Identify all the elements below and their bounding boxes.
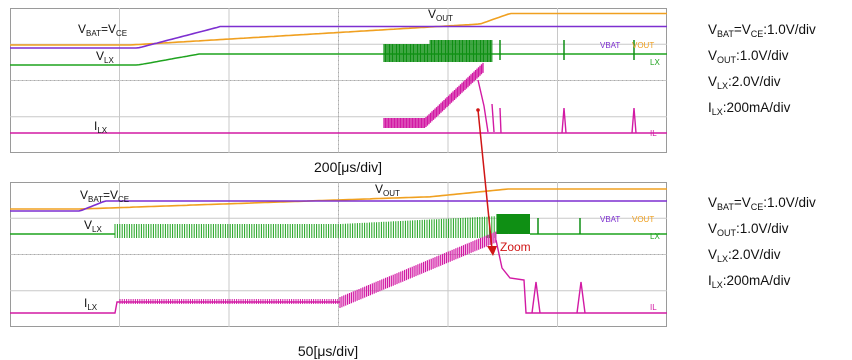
bottom-trace-vout	[10, 188, 667, 210]
bottom-channel-tag: IL	[650, 303, 657, 312]
bottom-label-vbat: VBAT=VCE	[80, 188, 129, 204]
timebase-top: 200[μs/div]	[314, 159, 382, 175]
top-trace-vout	[10, 12, 667, 46]
scale-vbat-top: VBAT=VCE:1.0V/div	[708, 22, 816, 39]
scope-top-plot: VBAT=VCE VOUT VLX ILX VBAT VOUT LX IL	[10, 7, 667, 153]
top-ilx-spike	[561, 107, 567, 134]
bottom-trace-vbat	[10, 200, 667, 212]
top-channel-tag: LX	[650, 58, 660, 67]
bottom-ilx-decay	[495, 239, 667, 314]
scale-vbat-bottom: VBAT=VCE:1.0V/div	[708, 195, 816, 212]
scale-vlx-top: VLX:2.0V/div	[708, 74, 781, 91]
bottom-label-vout: VOUT	[375, 182, 400, 198]
top-trace-vlx	[10, 53, 667, 66]
top-label-vlx: VLX	[96, 49, 114, 65]
scale-vout-top: VOUT:1.0V/div	[708, 48, 789, 65]
top-channel-tag: VOUT	[632, 41, 654, 50]
top-ilx-decay	[477, 79, 502, 134]
bottom-channel-tag: VOUT	[632, 215, 654, 224]
oscilloscope-top: VBAT=VCE VOUT VLX ILX VBAT VOUT LX IL	[10, 7, 667, 153]
bottom-trace-ilx-ripple	[119, 299, 341, 304]
scale-vout-bottom: VOUT:1.0V/div	[708, 221, 789, 238]
top-label-vout: VOUT	[428, 7, 453, 23]
top-channel-tag: VBAT	[600, 41, 620, 50]
top-channel-tag: IL	[650, 129, 657, 138]
timebase-bottom: 50[μs/div]	[297, 343, 359, 359]
bottom-label-ilx: ILX	[84, 296, 98, 312]
bottom-channel-tag: LX	[650, 232, 660, 241]
bottom-trace-ilx-ramp	[339, 231, 497, 308]
bottom-channel-tag: VBAT	[600, 215, 620, 224]
scale-ilx-bottom: ILX:200mA/div	[708, 273, 791, 290]
top-trace-ilx-ramp	[383, 62, 484, 128]
bottom-ilx-spike	[531, 281, 541, 314]
bottom-label-vlx: VLX	[84, 218, 102, 234]
scale-vlx-bottom: VLX:2.0V/div	[708, 247, 781, 264]
top-label-vbat: VBAT=VCE	[78, 22, 127, 38]
scale-ilx-top: ILX:200mA/div	[708, 100, 791, 117]
bottom-trace-ilx	[10, 301, 340, 314]
bottom-ilx-spike	[576, 281, 586, 314]
scales-top: VBAT=VCE:1.0V/div VOUT:1.0V/div VLX:2.0V…	[708, 20, 852, 124]
oscilloscope-bottom: VBAT=VCE VOUT VLX ILX VBAT VOUT LX IL	[10, 182, 667, 327]
scales-bottom: VBAT=VCE:1.0V/div VOUT:1.0V/div VLX:2.0V…	[708, 193, 852, 297]
top-trace-vlx-burst	[383, 40, 493, 62]
top-trace-vbat	[10, 25, 667, 49]
bottom-trace-vlx-switching	[114, 216, 495, 238]
bottom-trace-vlx-burst	[496, 214, 530, 234]
zoom-label: Zoom	[500, 240, 531, 254]
top-label-ilx: ILX	[94, 119, 108, 135]
top-ilx-spike	[631, 107, 637, 134]
scope-bottom-plot: VBAT=VCE VOUT VLX ILX VBAT VOUT LX IL	[10, 182, 667, 327]
